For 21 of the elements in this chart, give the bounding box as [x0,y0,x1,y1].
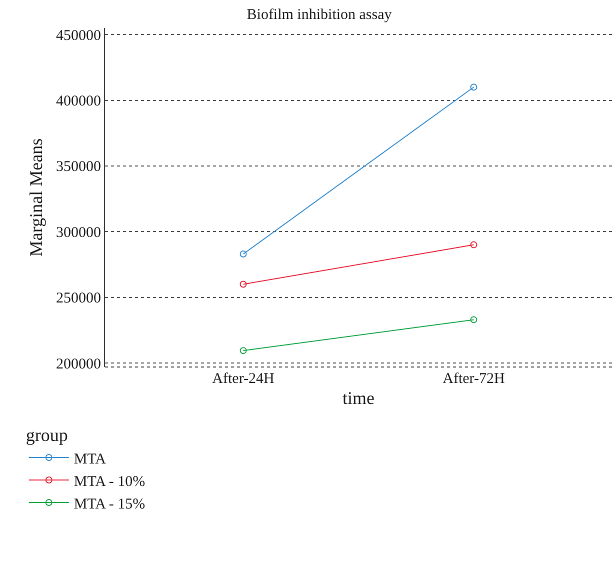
point [240,250,247,258]
y-tick-label: 200000 [56,356,101,372]
legend-label: MTA - 10% [74,474,146,490]
legend-label: MTA - 15% [74,496,146,512]
point [240,347,247,354]
x-tick-label: After-24H [212,371,275,387]
y-axis-title: Marginal Means [26,138,46,257]
y-tick-label: 350000 [56,159,101,176]
point [470,316,478,324]
y-tick-label: 400000 [56,94,101,110]
y-tick-label: 300000 [56,224,101,241]
legend-label: MTA [74,451,106,468]
x-tick-label: After-72H [442,371,505,387]
legend-title: group [26,425,68,446]
point [240,280,247,288]
y-tick-label: 250000 [56,290,101,307]
y-tick-label: 450000 [56,28,101,44]
x-axis-title: time [342,388,375,408]
point [470,241,478,248]
chart-title: Biofilm inhibition assay [246,7,392,24]
point [470,84,478,91]
